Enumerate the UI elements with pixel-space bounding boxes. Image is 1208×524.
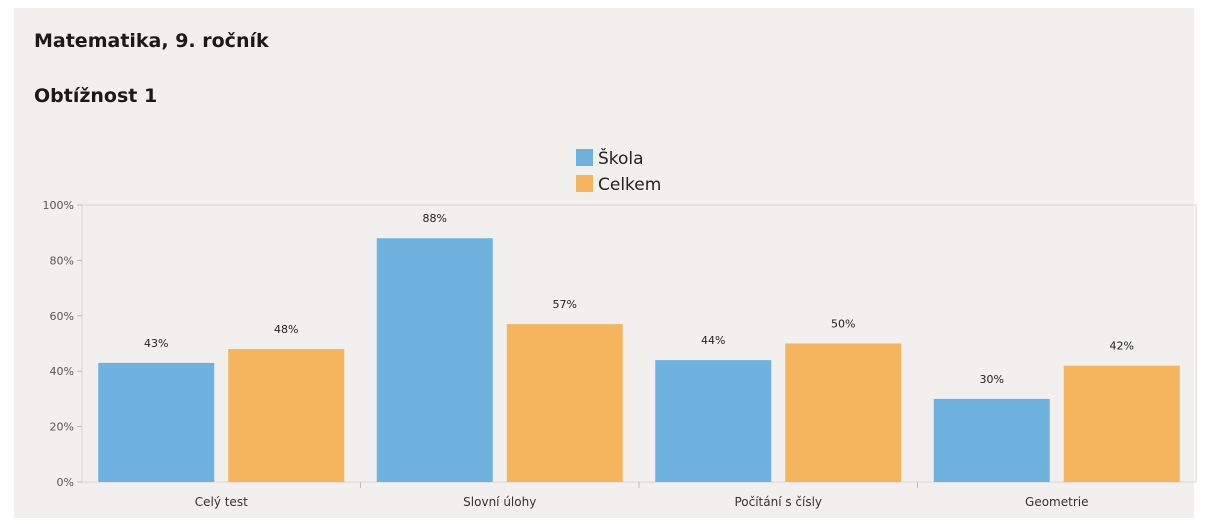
legend-swatch-skola	[576, 149, 593, 166]
bar-celkem	[228, 349, 345, 482]
bar-value-label: 42%	[1110, 340, 1134, 353]
legend-label: Celkem	[598, 175, 661, 195]
bar-value-label: 57%	[553, 298, 577, 311]
bar-celkem	[785, 343, 902, 482]
legend-swatch-celkem	[576, 175, 593, 192]
legend-label: Škola	[598, 147, 644, 169]
y-tick-label: 60%	[50, 310, 74, 323]
bar-skola	[376, 238, 493, 482]
bar-value-label: 30%	[980, 373, 1004, 386]
bar-skola	[98, 362, 215, 482]
bar-celkem	[1063, 365, 1180, 482]
y-tick-label: 40%	[50, 365, 74, 378]
bar-value-label: 44%	[701, 334, 725, 347]
bar-celkem	[506, 324, 623, 482]
category-label: Počítání s čísly	[734, 495, 822, 509]
bar-value-label: 50%	[831, 318, 855, 331]
difficulty-subtitle: Obtížnost 1	[34, 85, 158, 107]
category-label: Slovní úlohy	[463, 495, 536, 509]
category-label: Geometrie	[1025, 495, 1088, 509]
page-title: Matematika, 9. ročník	[34, 30, 269, 52]
bar-skola	[933, 398, 1050, 482]
y-tick-label: 80%	[50, 254, 74, 267]
bar-value-label: 88%	[423, 212, 447, 225]
y-tick-label: 20%	[50, 421, 74, 434]
y-tick-label: 100%	[43, 199, 74, 212]
bar-value-label: 43%	[144, 337, 168, 350]
bar-skola	[655, 360, 772, 482]
category-label: Celý test	[195, 495, 248, 509]
y-tick-label: 0%	[57, 476, 74, 489]
bar-value-label: 48%	[274, 323, 298, 336]
